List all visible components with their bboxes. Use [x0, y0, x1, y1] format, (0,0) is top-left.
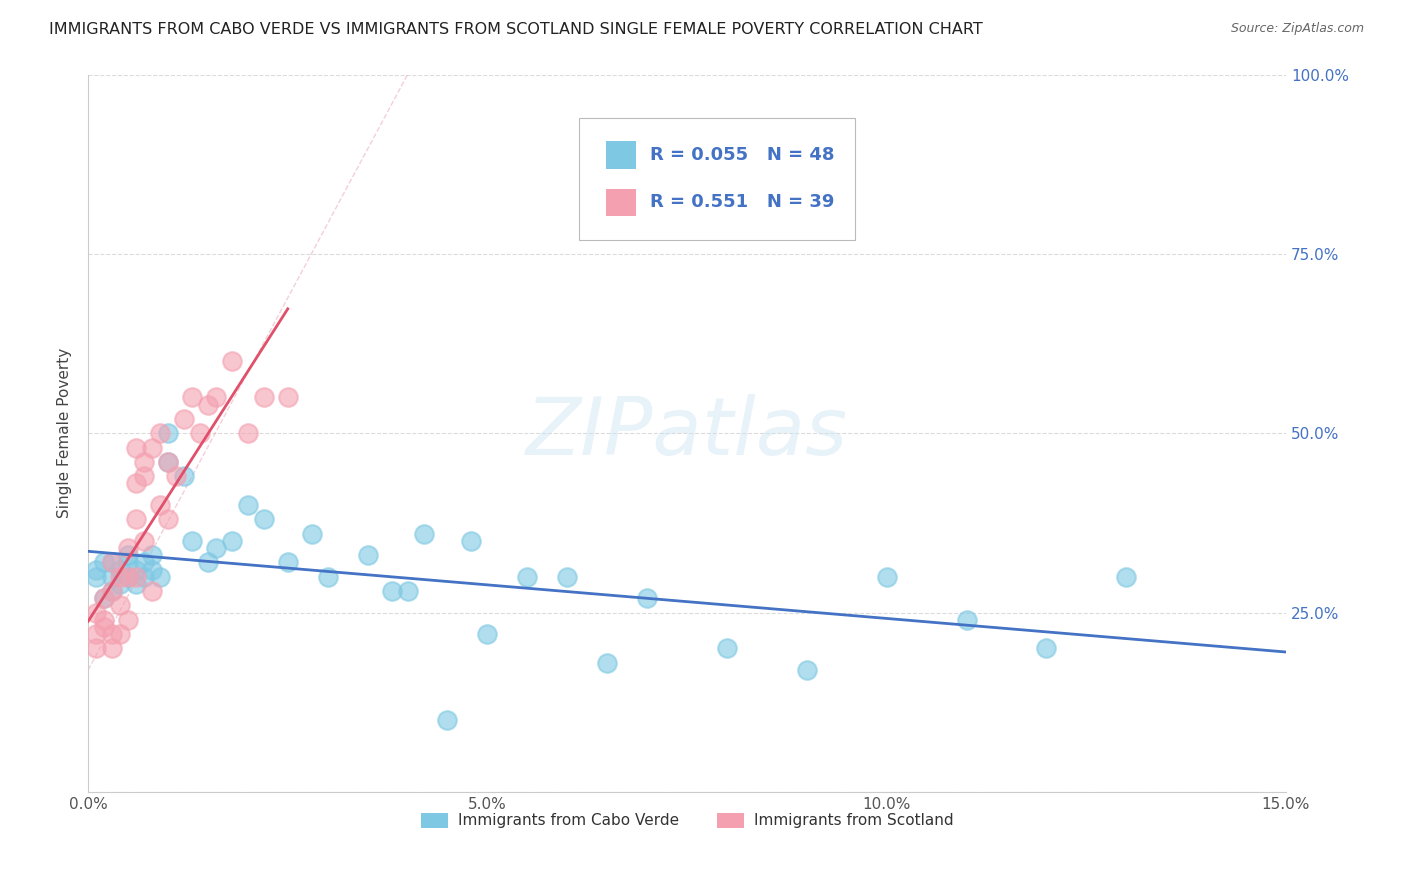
Point — [84, 570, 107, 584]
Text: R = 0.551   N = 39: R = 0.551 N = 39 — [650, 194, 834, 211]
Text: ZIPatlas: ZIPatlas — [526, 394, 848, 472]
Point — [356, 548, 378, 562]
Point — [156, 455, 179, 469]
Point — [84, 606, 107, 620]
Point — [108, 563, 131, 577]
Point — [149, 498, 172, 512]
Point — [141, 441, 163, 455]
Point — [101, 555, 124, 569]
Point — [277, 390, 299, 404]
Point — [149, 570, 172, 584]
Point — [156, 455, 179, 469]
Point — [460, 533, 482, 548]
Point — [1115, 570, 1137, 584]
Point — [141, 584, 163, 599]
Point — [636, 591, 658, 606]
Point — [84, 641, 107, 656]
Point — [117, 555, 139, 569]
Point — [117, 541, 139, 555]
FancyBboxPatch shape — [579, 118, 855, 240]
Point — [477, 627, 499, 641]
Point — [125, 476, 148, 491]
Point — [93, 555, 115, 569]
Bar — [606, 141, 636, 169]
Point — [955, 613, 977, 627]
Point — [205, 390, 228, 404]
Point — [117, 548, 139, 562]
Point — [93, 620, 115, 634]
Point — [173, 412, 195, 426]
Point — [436, 713, 458, 727]
Point — [101, 641, 124, 656]
Point — [876, 570, 898, 584]
Point — [125, 563, 148, 577]
Point — [93, 591, 115, 606]
Point — [236, 426, 259, 441]
Point — [516, 570, 538, 584]
Point — [277, 555, 299, 569]
Point — [132, 555, 155, 569]
Point — [101, 584, 124, 599]
Point — [84, 627, 107, 641]
Point — [205, 541, 228, 555]
Point — [156, 426, 179, 441]
Point — [101, 570, 124, 584]
Point — [253, 390, 276, 404]
Point — [101, 555, 124, 569]
Point — [173, 469, 195, 483]
Point — [132, 455, 155, 469]
Point — [141, 548, 163, 562]
Point — [125, 570, 148, 584]
Point — [93, 591, 115, 606]
Point — [221, 354, 243, 368]
Point — [165, 469, 187, 483]
Point — [141, 563, 163, 577]
Point — [236, 498, 259, 512]
Point — [125, 441, 148, 455]
Text: R = 0.055   N = 48: R = 0.055 N = 48 — [650, 146, 834, 164]
Text: IMMIGRANTS FROM CABO VERDE VS IMMIGRANTS FROM SCOTLAND SINGLE FEMALE POVERTY COR: IMMIGRANTS FROM CABO VERDE VS IMMIGRANTS… — [49, 22, 983, 37]
Point — [221, 533, 243, 548]
Point — [253, 512, 276, 526]
Point — [108, 570, 131, 584]
Point — [1035, 641, 1057, 656]
Point — [132, 570, 155, 584]
Bar — [606, 188, 636, 216]
Y-axis label: Single Female Poverty: Single Female Poverty — [58, 348, 72, 518]
Legend: Immigrants from Cabo Verde, Immigrants from Scotland: Immigrants from Cabo Verde, Immigrants f… — [415, 806, 959, 835]
Point — [396, 584, 419, 599]
Point — [181, 390, 204, 404]
Text: Source: ZipAtlas.com: Source: ZipAtlas.com — [1230, 22, 1364, 36]
Point — [381, 584, 404, 599]
Point — [108, 577, 131, 591]
Point — [117, 613, 139, 627]
Point — [555, 570, 578, 584]
Point — [132, 469, 155, 483]
Point — [125, 512, 148, 526]
Point — [197, 555, 219, 569]
Point — [596, 656, 619, 670]
Point — [93, 613, 115, 627]
Point — [108, 599, 131, 613]
Point — [117, 570, 139, 584]
Point — [316, 570, 339, 584]
Point — [156, 512, 179, 526]
Point — [117, 570, 139, 584]
Point — [197, 398, 219, 412]
Point — [108, 627, 131, 641]
Point — [716, 641, 738, 656]
Point — [188, 426, 211, 441]
Point — [132, 533, 155, 548]
Point — [101, 627, 124, 641]
Point — [412, 526, 434, 541]
Point — [101, 584, 124, 599]
Point — [301, 526, 323, 541]
Point — [84, 563, 107, 577]
Point — [149, 426, 172, 441]
Point — [796, 663, 818, 677]
Point — [181, 533, 204, 548]
Point — [125, 577, 148, 591]
